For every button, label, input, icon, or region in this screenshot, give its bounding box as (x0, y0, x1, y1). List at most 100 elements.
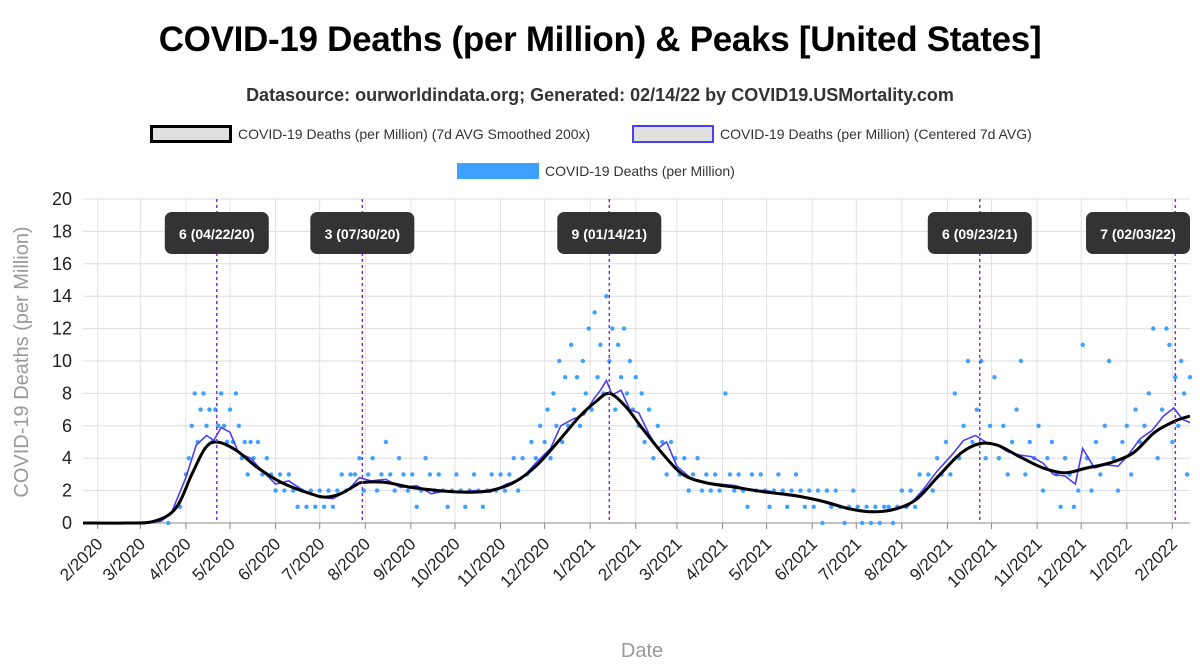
legend-swatch-centered (632, 125, 714, 143)
data-point (577, 423, 583, 428)
y-tick-label: 2 (62, 481, 72, 501)
y-axis-label: COVID-19 Deaths (per Million) (11, 226, 33, 497)
data-point (899, 488, 905, 493)
data-point (204, 423, 209, 428)
data-point (568, 342, 574, 347)
data-point (745, 504, 750, 509)
data-point (859, 520, 865, 526)
data-point (1124, 423, 1129, 428)
data-point (592, 310, 597, 315)
data-point (414, 504, 419, 509)
data-point (489, 472, 494, 477)
y-tick-label: 20 (52, 189, 72, 209)
data-point (690, 472, 696, 477)
data-point (780, 488, 785, 493)
y-tick-label: 0 (62, 513, 72, 533)
data-point (1098, 472, 1103, 477)
data-point (820, 520, 825, 526)
y-tick-label: 16 (52, 254, 72, 274)
x-tick-labels: 2/20203/20204/20205/20206/20207/20208/20… (56, 534, 1181, 591)
y-tick-labels: 0 2 4 6 8 10 12 14 16 18 20 (52, 189, 72, 533)
data-point (717, 488, 722, 493)
data-point (712, 472, 718, 477)
data-point (571, 407, 577, 412)
x-tick-label: 5/2020 (189, 534, 239, 584)
data-point (992, 375, 997, 380)
data-point (1151, 326, 1156, 331)
data-point (682, 456, 687, 461)
data-point (1173, 375, 1178, 380)
data-point (379, 472, 384, 477)
legend-label-smoothed: COVID-19 Deaths (per Million) (7d AVG Sm… (238, 126, 591, 142)
data-point (855, 504, 860, 509)
data-point (201, 391, 206, 396)
data-point (1071, 504, 1077, 509)
data-point (612, 407, 618, 412)
data-point (538, 423, 543, 428)
x-tick-label: 5/2021 (725, 534, 775, 584)
data-point (1040, 488, 1046, 493)
data-point (207, 407, 212, 412)
data-point (1133, 407, 1138, 412)
data-point (1005, 472, 1010, 477)
data-point (370, 456, 375, 461)
data-point (245, 472, 250, 477)
data-point (1018, 358, 1024, 364)
data-point (615, 342, 621, 347)
smoothed-7d-avg-line (82, 391, 1191, 525)
data-point (1014, 407, 1019, 412)
data-point (427, 472, 433, 477)
data-point (189, 423, 194, 428)
data-point (548, 456, 553, 461)
x-tick-label: 6/2020 (234, 534, 284, 584)
data-point (348, 472, 353, 477)
data-point (186, 456, 192, 461)
data-point (695, 456, 700, 461)
data-point (776, 472, 781, 477)
peak-label-box (557, 212, 662, 254)
y-tick-label: 18 (52, 221, 72, 241)
data-point (242, 439, 247, 445)
data-point (930, 488, 935, 493)
x-tick-label: 2/2022 (1131, 534, 1181, 584)
data-point (1187, 375, 1193, 380)
x-axis-label: Date (621, 640, 663, 662)
data-point (1164, 326, 1169, 331)
peak-label: 3 (07/30/20) (325, 226, 401, 242)
data-point (255, 439, 261, 445)
data-point (357, 456, 362, 461)
data-point (560, 439, 565, 445)
data-point (1080, 342, 1085, 347)
data-point (1159, 407, 1165, 412)
y-tick-label: 12 (52, 319, 72, 339)
data-point (1062, 456, 1068, 461)
data-point (886, 504, 891, 509)
data-point (308, 488, 314, 493)
data-point (877, 520, 883, 526)
legend-item-smoothed[interactable]: COVID-19 Deaths (per Million) (7d AVG Sm… (150, 125, 590, 143)
x-tick-label: 1/2022 (1085, 534, 1135, 584)
data-point (604, 294, 609, 299)
data-point (542, 439, 547, 445)
chart-subtitle: Datasource: ourworldindata.org; Generate… (246, 85, 954, 105)
data-point (851, 488, 856, 493)
data-point (811, 504, 816, 509)
y-tick-label: 4 (62, 448, 72, 468)
data-point (401, 472, 406, 477)
data-point (192, 391, 197, 396)
legend-item-centered[interactable]: COVID-19 Deaths (per Million) (Centered … (632, 125, 1032, 143)
x-tick-label: 2/2021 (594, 534, 644, 584)
data-point (882, 504, 887, 509)
data-point (1128, 472, 1134, 477)
x-tick-label: 10/2020 (407, 534, 464, 591)
data-point (1120, 439, 1125, 445)
data-point (758, 472, 763, 477)
data-point (868, 520, 874, 526)
data-point (339, 472, 344, 477)
data-point (595, 375, 600, 380)
legend-item-daily[interactable]: COVID-19 Deaths (per Million) (457, 163, 735, 179)
data-point (965, 358, 971, 364)
y-tick-label: 10 (52, 351, 72, 371)
chart-title: COVID-19 Deaths (per Million) & Peaks [U… (158, 20, 1042, 59)
data-point (1106, 358, 1112, 364)
